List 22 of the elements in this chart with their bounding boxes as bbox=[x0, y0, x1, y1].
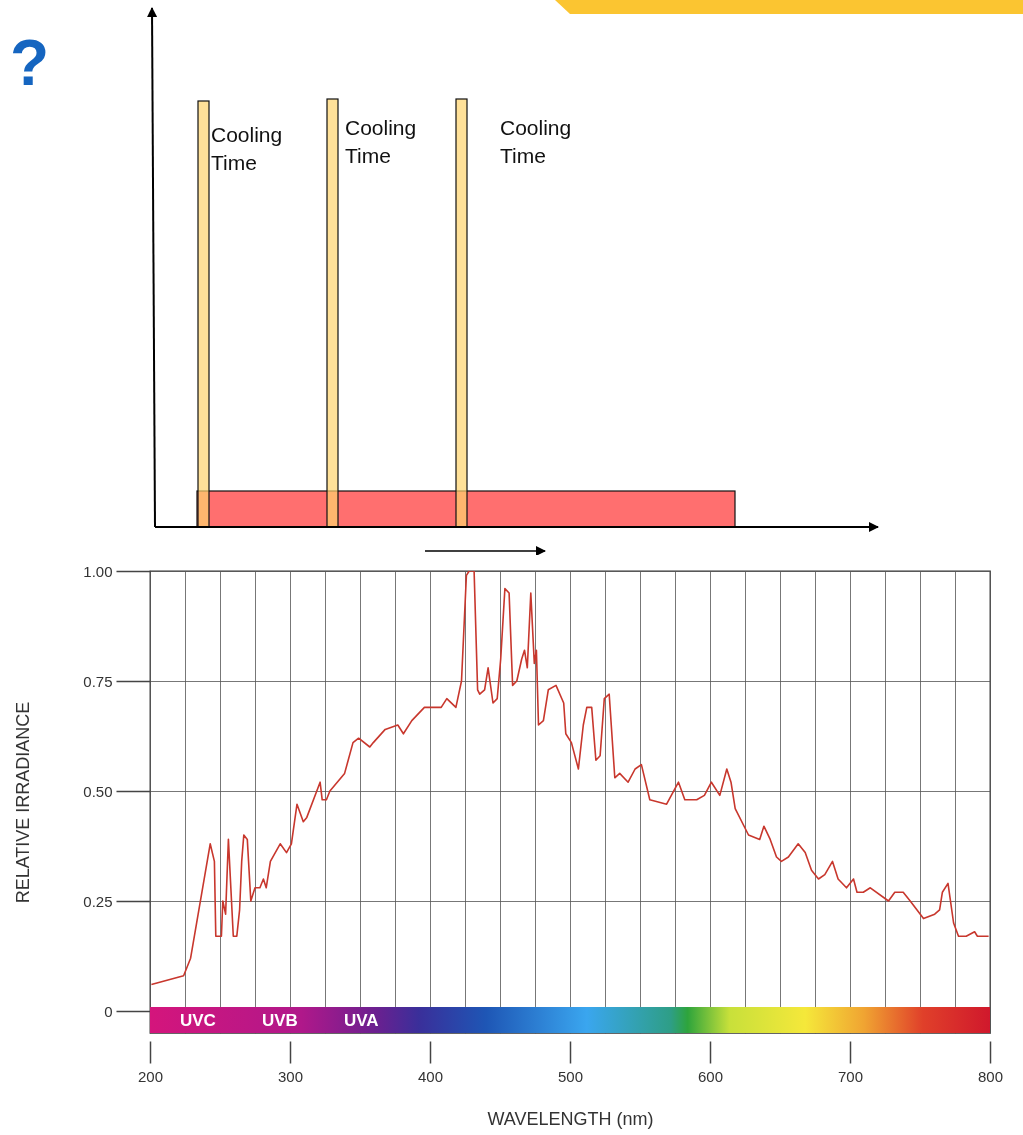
x-tick-label: 400 bbox=[417, 1067, 444, 1085]
y-tick-label: 0.75 bbox=[83, 672, 113, 690]
x-tick-label: 800 bbox=[977, 1067, 1004, 1085]
x-tick-label: 500 bbox=[557, 1067, 584, 1085]
text: Cooling Time bbox=[211, 122, 284, 176]
y-tick-label: 1.00 bbox=[83, 562, 113, 580]
x-tick-label: 600 bbox=[697, 1067, 724, 1085]
annotation: UVA bbox=[344, 1011, 379, 1030]
annotation: UVB bbox=[262, 1011, 298, 1030]
y-tick-label: 0.50 bbox=[83, 782, 113, 800]
x-tick-label: 200 bbox=[137, 1067, 164, 1085]
x-tick-label: 700 bbox=[837, 1067, 864, 1085]
annotation: UVC bbox=[180, 1011, 216, 1030]
text: Cooling Time bbox=[500, 115, 573, 169]
x-axis-title: WAVELENGTH (nm) bbox=[487, 1108, 654, 1129]
text: ? bbox=[10, 27, 50, 99]
text: Cooling Time bbox=[345, 115, 418, 169]
x-tick-label: 300 bbox=[277, 1067, 304, 1085]
line-series bbox=[150, 571, 990, 986]
y-axis-title: RELATIVE IRRADIANCE bbox=[12, 701, 33, 904]
y-tick-label: 0.25 bbox=[83, 892, 113, 910]
y-tick-label: 0 bbox=[104, 1002, 113, 1020]
